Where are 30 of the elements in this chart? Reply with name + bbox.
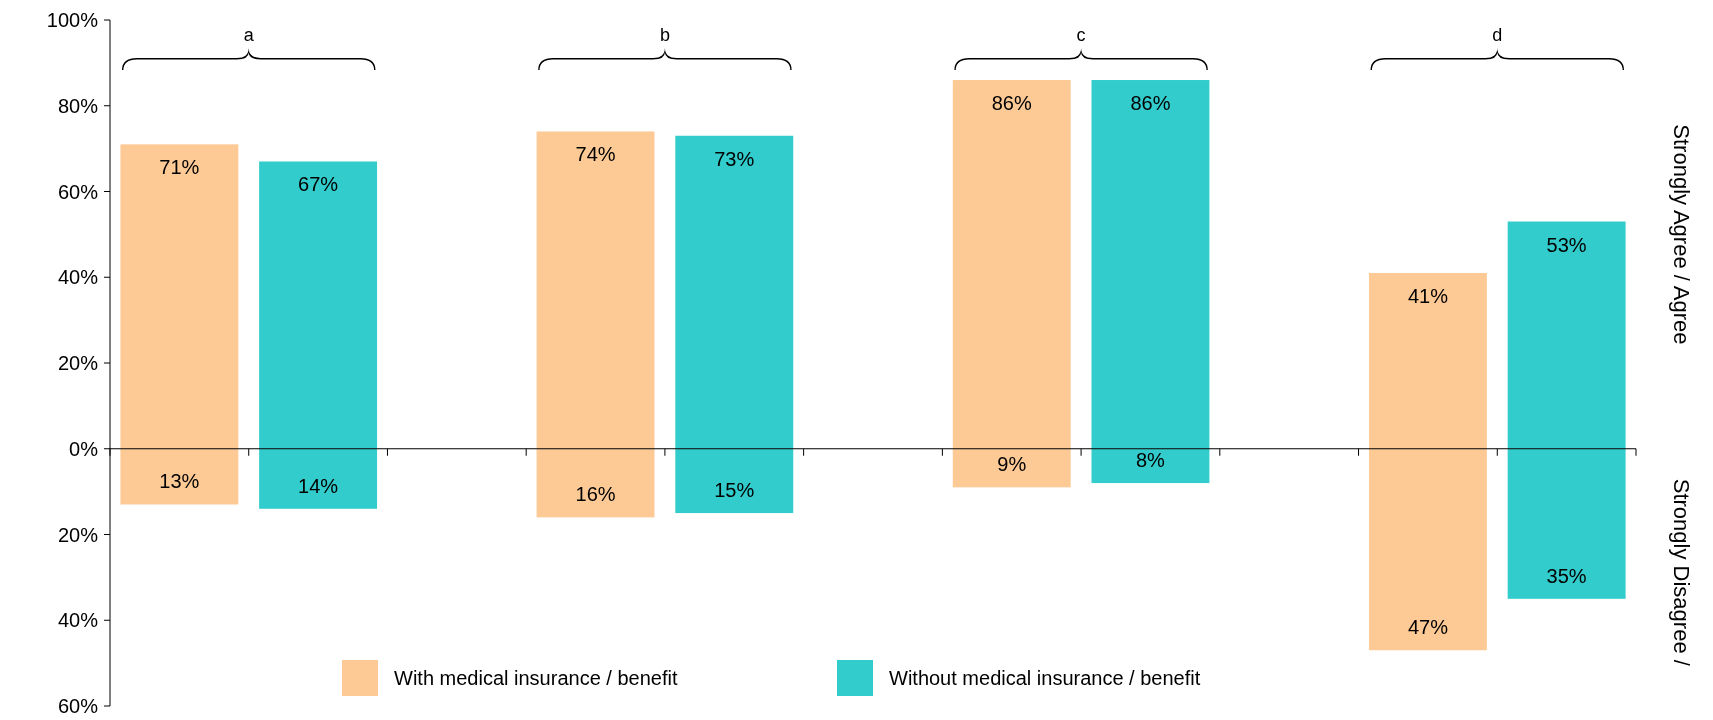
text: Strongly Agree / Agree [1669, 124, 1694, 345]
data-label: 15% [714, 479, 755, 502]
text: Strongly Disagree / [1669, 478, 1694, 667]
annotation: c [1076, 25, 1086, 45]
annotation: d [1492, 25, 1503, 45]
data-label: 53% [1546, 233, 1587, 256]
annotation: b [659, 25, 670, 45]
data-label: 13% [159, 470, 200, 493]
data-label: 86% [991, 92, 1032, 115]
y-tick-label: 80% [57, 94, 99, 117]
data-label: 8% [1136, 449, 1166, 472]
y-tick-label: 20% [57, 352, 99, 374]
legend-label: With medical insurance / benefit [394, 667, 678, 689]
legend-label: Without medical insurance / benefit [889, 667, 1201, 689]
annotation: a [243, 25, 255, 45]
data-label: 86% [1130, 92, 1171, 115]
data-label: 47% [1407, 616, 1449, 639]
data-label: 35% [1546, 564, 1587, 587]
y-tick-label: 100% [46, 9, 99, 31]
data-label: 41% [1407, 284, 1449, 307]
data-label: 73% [714, 147, 755, 170]
data-label: 71% [159, 156, 200, 179]
data-label: 74% [575, 143, 616, 166]
data-label: 14% [298, 474, 339, 497]
data-label: 9% [997, 453, 1027, 476]
y-tick-label: 0% [69, 437, 99, 460]
y-tick-label: 40% [57, 266, 99, 289]
data-label: 16% [575, 483, 616, 506]
y-tick-label: 60% [57, 180, 99, 203]
data-label: 67% [298, 173, 339, 196]
